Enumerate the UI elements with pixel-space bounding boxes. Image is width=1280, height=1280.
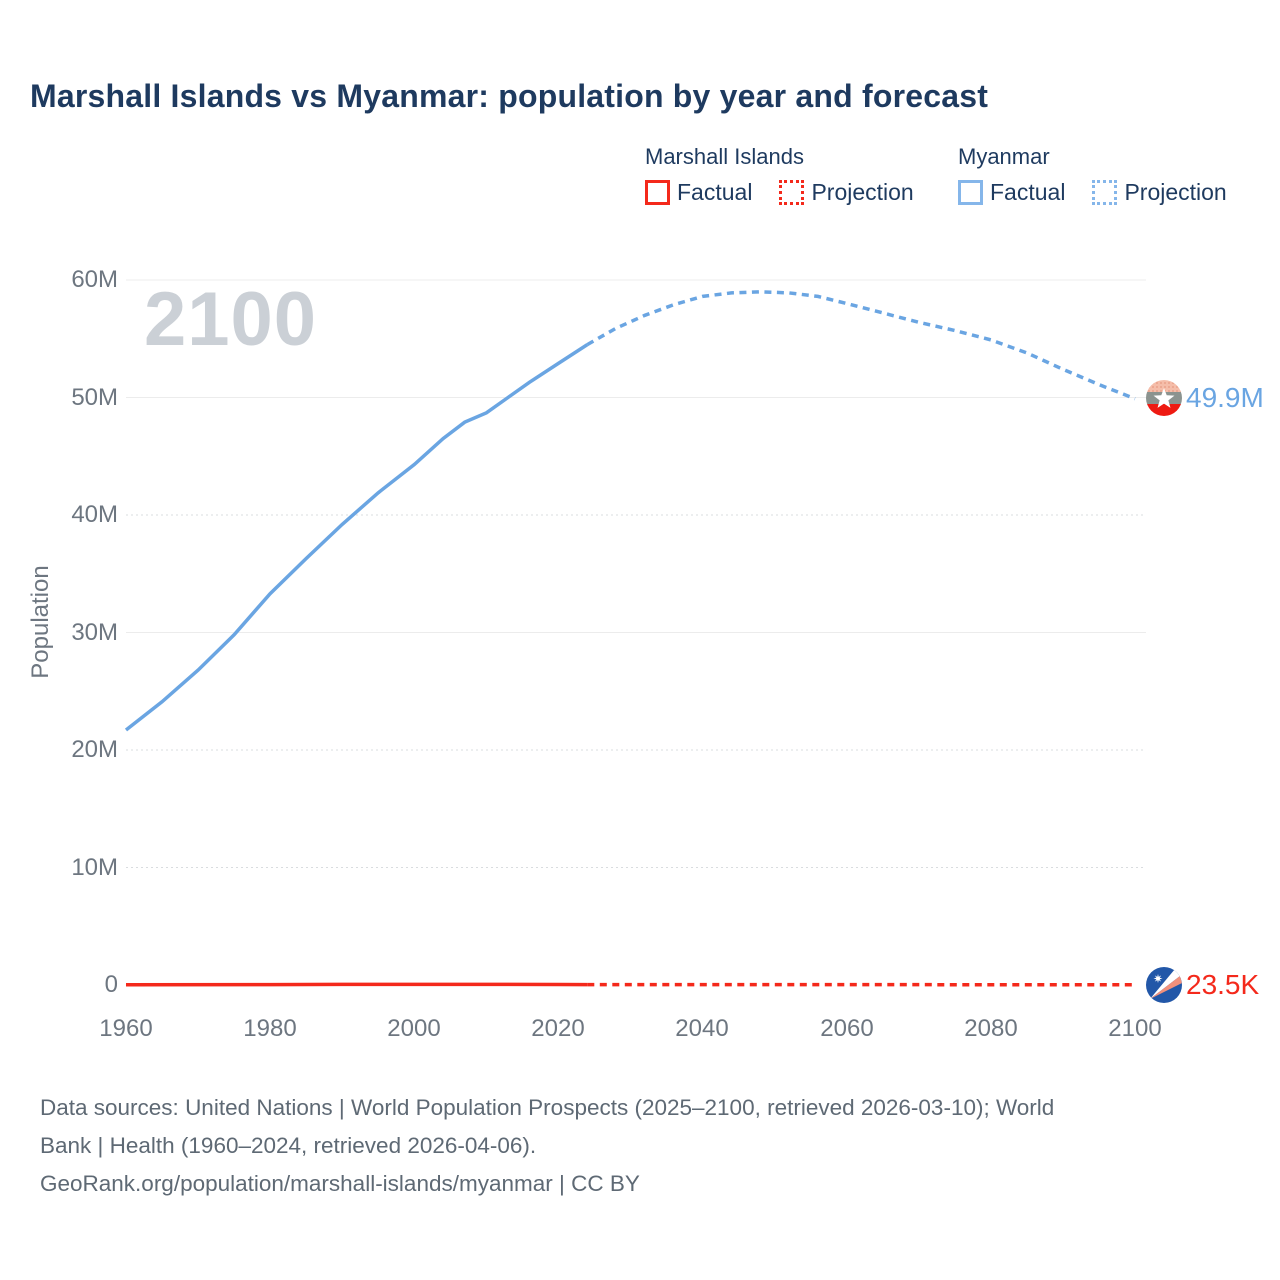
x-tick-2060: 2060 xyxy=(820,1015,874,1042)
y-tick-50m: 50M xyxy=(71,384,118,411)
x-tick-2100: 2100 xyxy=(1108,1015,1162,1042)
myanmar-flag-icon xyxy=(1146,380,1182,416)
legend-item-label: Projection xyxy=(811,179,914,205)
myanmar-end-value: 49.9M xyxy=(1186,382,1264,413)
legend-item-label: Factual xyxy=(677,179,753,205)
x-tick-2040: 2040 xyxy=(675,1015,729,1042)
myanmar-star xyxy=(1153,388,1175,408)
x-tick-1980: 1980 xyxy=(243,1015,297,1042)
series-line-myanmar-factual-1960-2024- xyxy=(124,343,589,732)
legend-group-title: Myanmar xyxy=(958,144,1050,169)
legend-item-label: Factual xyxy=(990,179,1066,205)
x-tick-2000: 2000 xyxy=(387,1015,441,1042)
legend-item-label: Projection xyxy=(1124,179,1227,205)
x-tick-2020: 2020 xyxy=(531,1015,585,1042)
y-tick-60m: 60M xyxy=(71,266,118,293)
y-tick-40m: 40M xyxy=(71,501,118,528)
legend-group-myanmar: Myanmar Factual Projection xyxy=(958,144,1227,206)
x-tick-1960: 1960 xyxy=(99,1015,153,1042)
footer: Data sources: United Nations | World Pop… xyxy=(40,1089,1240,1203)
legend-swatch-myanmar-factual xyxy=(958,180,983,205)
series-line-myanmar-projection-2024-2100- xyxy=(586,290,1136,401)
marshall-islands-flag-icon xyxy=(1146,967,1182,1003)
legend-swatch-marshall-projection xyxy=(779,180,805,205)
page-title: Marshall Islands vs Myanmar: population … xyxy=(30,78,989,114)
y-tick-30m: 30M xyxy=(71,619,118,646)
y-tick-20m: 20M xyxy=(71,736,118,763)
series-lines xyxy=(124,290,1136,987)
footer-attribution-url: GeoRank.org/population/marshall-islands/… xyxy=(40,1171,640,1196)
legend-group-title: Marshall Islands xyxy=(645,144,804,169)
y-tick-0: 0 xyxy=(104,971,118,998)
legend-swatch-marshall-factual xyxy=(645,180,670,205)
marshall-islands-star xyxy=(1153,974,1163,983)
legend-swatch-myanmar-projection xyxy=(1092,180,1118,205)
gridlines xyxy=(126,279,1146,868)
legend-group-marshall-islands: Marshall Islands Factual Projection xyxy=(645,144,914,206)
watermark-year: 2100 xyxy=(144,277,318,362)
footer-data-sources-line-1: Data sources: United Nations | World Pop… xyxy=(40,1095,1055,1120)
x-tick-2080: 2080 xyxy=(964,1015,1018,1042)
footer-data-sources-line-2: Bank | Health (1960–2024, retrieved 2026… xyxy=(40,1133,537,1158)
marshall-islands-end-value: 23.5K xyxy=(1186,969,1260,1000)
y-tick-10m: 10M xyxy=(71,854,118,881)
